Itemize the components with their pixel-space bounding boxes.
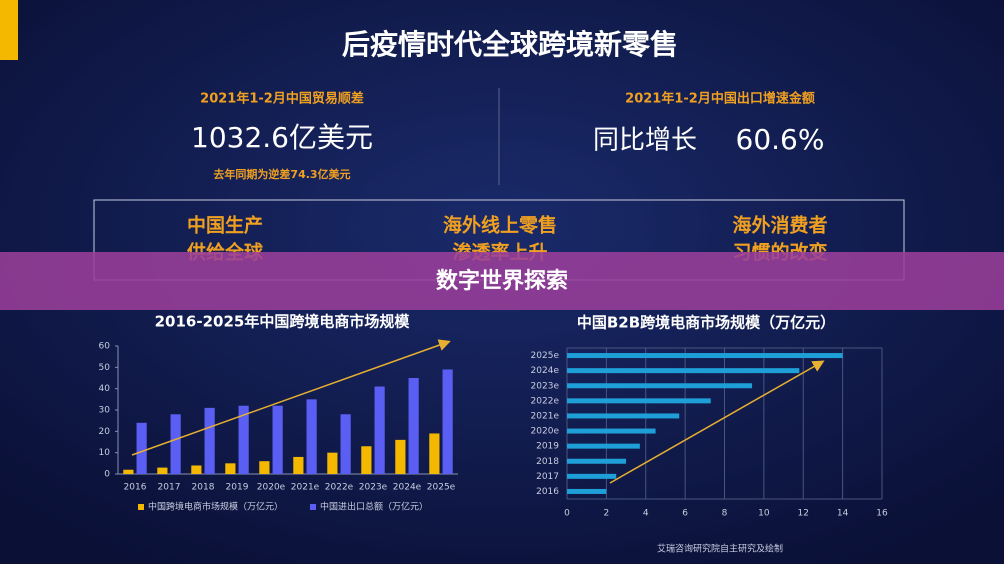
bar	[567, 473, 617, 479]
x-tick-label: 2	[604, 509, 610, 519]
x-tick-label: 2019	[226, 483, 249, 493]
bar	[395, 439, 406, 474]
bar	[225, 463, 236, 474]
y-tick-label: 2018	[536, 457, 559, 467]
bar	[442, 369, 453, 474]
corner-accent	[0, 0, 18, 60]
y-tick-label: 2025e	[531, 351, 560, 361]
bar	[306, 399, 317, 474]
bar	[157, 467, 168, 474]
y-tick-label: 2019	[536, 442, 559, 452]
x-tick-label: 8	[722, 509, 728, 519]
bar	[429, 433, 440, 474]
bar	[408, 378, 419, 474]
bar	[567, 428, 656, 434]
y-tick-label: 2017	[536, 472, 559, 482]
y-tick-label: 2024e	[531, 366, 560, 376]
stat-note: 去年同期为逆差74.3亿美元	[213, 167, 350, 181]
bar	[567, 383, 753, 389]
bar	[567, 458, 627, 464]
x-tick-label: 2018	[192, 483, 215, 493]
bar	[272, 405, 283, 474]
x-tick-label: 2017	[158, 483, 181, 493]
y-tick-label: 2022e	[531, 396, 560, 406]
x-tick-label: 14	[837, 509, 849, 519]
bar	[361, 446, 372, 474]
y-tick-label: 2016	[536, 487, 559, 497]
y-tick-label: 20	[99, 427, 111, 437]
bar	[123, 469, 134, 474]
x-tick-label: 6	[682, 509, 688, 519]
bar	[567, 443, 640, 449]
source: 艾瑞咨询研究院自主研究及绘制	[657, 543, 783, 555]
bar	[567, 398, 711, 404]
x-tick-label: 2020e	[257, 483, 286, 493]
y-tick-label: 2021e	[531, 411, 560, 421]
x-tick-label: 2024e	[393, 483, 422, 493]
x-tick-label: 2022e	[325, 483, 354, 493]
y-tick-label: 60	[99, 342, 111, 352]
y-tick-label: 2020e	[531, 427, 560, 437]
stat-value: 1032.6亿美元	[191, 121, 373, 154]
bar	[170, 414, 181, 474]
x-tick-label: 16	[876, 509, 888, 519]
bar	[136, 422, 147, 474]
chart-title: 2016-2025年中国跨境电商市场规模	[155, 313, 411, 331]
legend-label: 中国进出口总额（万亿元）	[320, 501, 428, 513]
highlight: 中国生产	[187, 214, 263, 237]
x-tick-label: 12	[798, 509, 809, 519]
stat-value: 60.6%	[736, 123, 825, 156]
stat-label: 2021年1-2月中国贸易顺差	[200, 91, 364, 107]
bar	[374, 386, 385, 474]
y-tick-label: 0	[104, 470, 110, 480]
bar	[204, 407, 215, 474]
highlight: 海外消费者	[732, 214, 827, 237]
x-tick-label: 2025e	[427, 483, 456, 493]
y-tick-label: 50	[99, 363, 111, 373]
bar	[340, 414, 351, 474]
bar	[259, 461, 270, 474]
slide-title: 后疫情时代全球跨境新零售	[342, 28, 678, 61]
highlight: 海外线上零售	[443, 214, 557, 237]
banner-text: 数字世界探索	[436, 268, 568, 294]
bar	[191, 465, 202, 474]
stat-prefix: 同比增长	[593, 126, 697, 156]
legend-swatch	[310, 504, 316, 510]
x-tick-label: 4	[643, 509, 649, 519]
bar	[567, 368, 800, 374]
x-tick-label: 2021e	[291, 483, 320, 493]
y-tick-label: 30	[99, 406, 111, 416]
bar	[293, 456, 304, 474]
bar	[567, 488, 607, 494]
x-tick-label: 10	[758, 509, 770, 519]
x-tick-label: 0	[564, 509, 570, 519]
chart-title: 中国B2B跨境电商市场规模（万亿元）	[577, 314, 835, 332]
y-tick-label: 2023e	[531, 381, 560, 391]
legend-swatch	[138, 504, 144, 510]
trend-arrow	[131, 339, 451, 456]
x-tick-label: 2023e	[359, 483, 388, 493]
banner	[0, 252, 1004, 310]
bar	[238, 405, 249, 474]
bar	[567, 353, 843, 359]
stat-label: 2021年1-2月中国出口增速金额	[625, 91, 815, 107]
bar	[567, 413, 680, 419]
trend-arrow	[609, 360, 825, 484]
x-tick-label: 2016	[124, 483, 147, 493]
legend-label: 中国跨境电商市场规模（万亿元）	[148, 501, 283, 513]
bar	[327, 452, 338, 474]
y-tick-label: 10	[99, 448, 111, 458]
y-tick-label: 40	[99, 384, 111, 394]
